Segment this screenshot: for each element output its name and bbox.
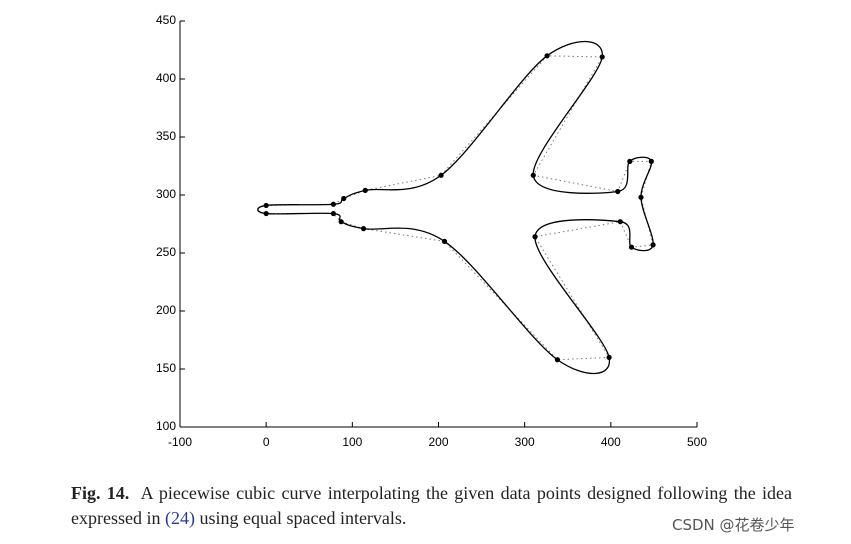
x-tick-label: 300 xyxy=(515,435,535,449)
x-tick-label: 200 xyxy=(428,435,448,449)
caption-text: A piecewise cubic curve interpolating th… xyxy=(71,483,792,528)
y-tick-label: 250 xyxy=(156,245,176,259)
x-tick-label: 400 xyxy=(601,435,621,449)
y-tick-label: 300 xyxy=(156,187,176,201)
data-point xyxy=(341,195,347,202)
data-point xyxy=(330,210,336,217)
data-point xyxy=(530,172,536,178)
y-tick-label: 400 xyxy=(156,71,176,85)
x-tick-label: 0 xyxy=(263,435,270,449)
data-point xyxy=(638,194,644,200)
y-tick-label: 200 xyxy=(156,303,176,317)
caption-text-end: using equal spaced intervals. xyxy=(199,508,407,528)
data-point xyxy=(441,238,448,244)
x-tick-label: 500 xyxy=(687,435,707,449)
data-point xyxy=(263,210,269,217)
watermark: CSDN @花卷少年 xyxy=(672,516,795,534)
data-point xyxy=(628,244,635,250)
data-point xyxy=(263,202,269,209)
data-point xyxy=(544,53,550,59)
control-polygon xyxy=(266,55,654,361)
data-point xyxy=(532,234,538,240)
y-tick-label: 350 xyxy=(156,129,176,143)
x-tick-label: 100 xyxy=(342,435,362,449)
data-point xyxy=(438,172,444,178)
data-point xyxy=(606,354,612,360)
data-point xyxy=(330,201,336,207)
data-point xyxy=(627,158,633,164)
chart: -100 0 100 200 300 400 500 100 150 200 250 300 350 40… xyxy=(156,13,707,449)
caption-label: Fig. 14. xyxy=(71,483,130,503)
data-point xyxy=(599,54,605,60)
data-point xyxy=(648,158,654,164)
y-tick-label: 100 xyxy=(156,419,176,433)
caption: Fig. 14. A piecewise cubic curve interpo… xyxy=(71,481,792,531)
y-tick-label: 450 xyxy=(156,13,176,27)
x-tick-label: -100 xyxy=(168,435,192,449)
data-point xyxy=(338,219,344,225)
interpolating-curve xyxy=(257,40,654,375)
data-point xyxy=(615,188,621,195)
data-point xyxy=(360,226,367,232)
y-tick-label: 150 xyxy=(156,361,176,375)
reference-link[interactable]: (24) xyxy=(164,508,195,528)
data-point xyxy=(617,219,623,225)
data-point xyxy=(554,357,561,363)
data-point xyxy=(362,187,368,193)
data-point xyxy=(650,242,656,248)
